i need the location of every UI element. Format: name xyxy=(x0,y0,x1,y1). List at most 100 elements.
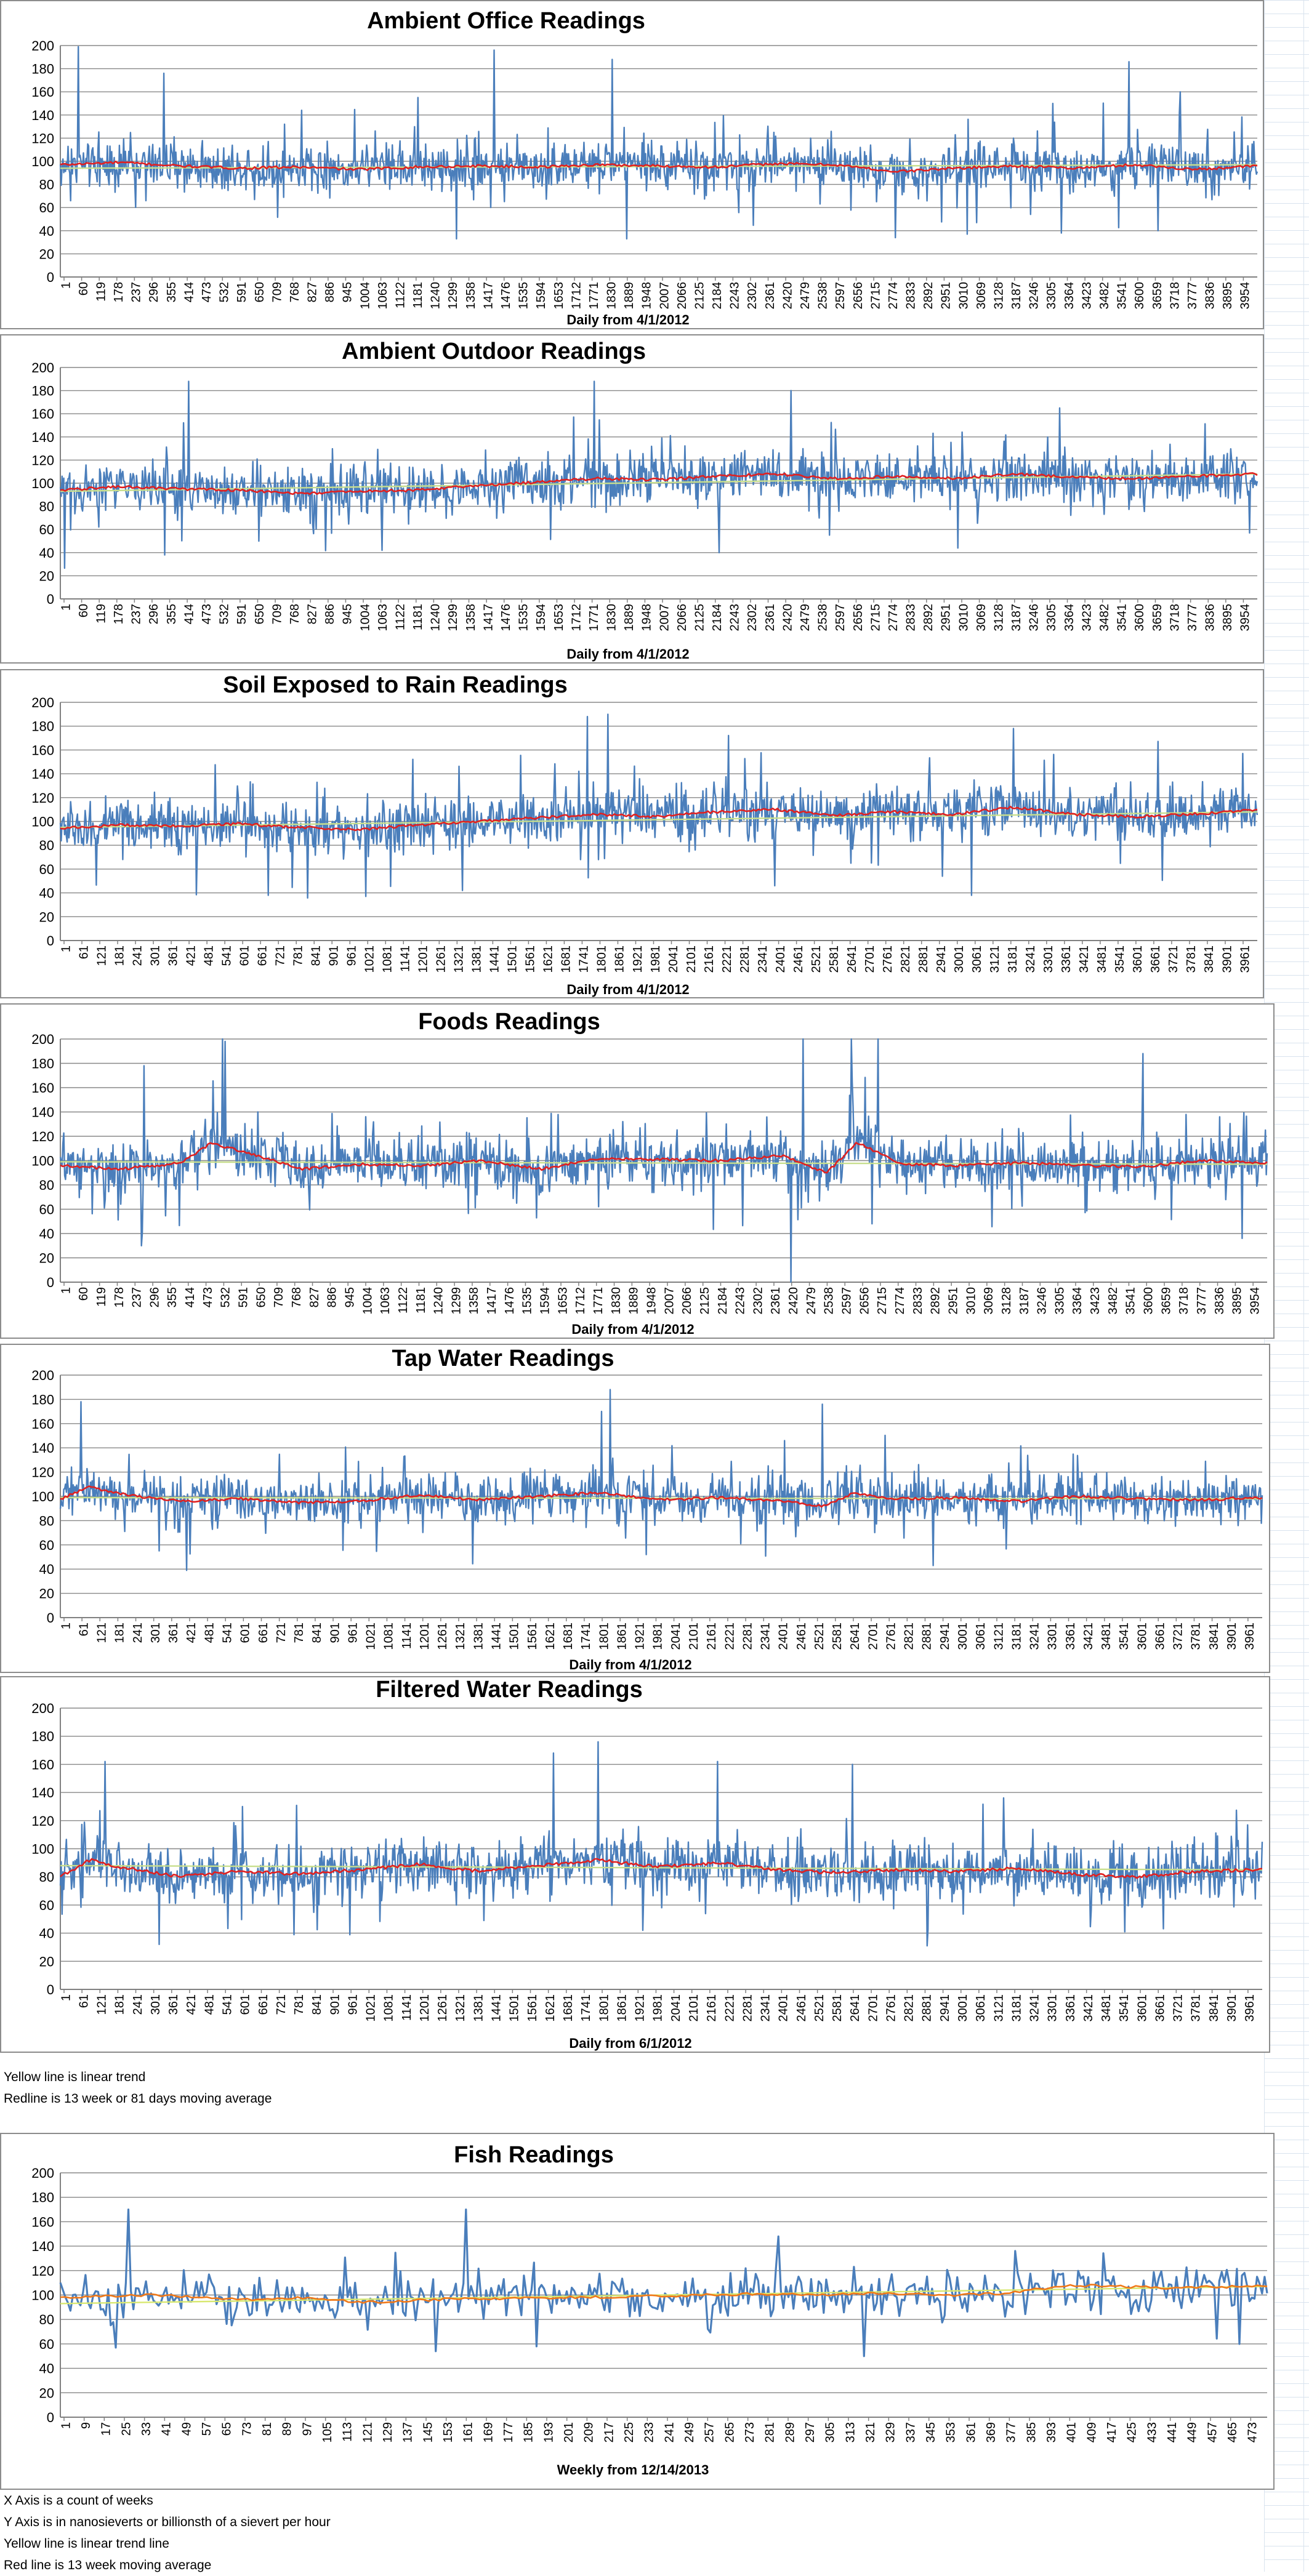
x-tick-label: 2774 xyxy=(887,282,900,310)
x-tick-label: 1861 xyxy=(615,1623,629,1650)
x-tick-label: 1261 xyxy=(436,1623,449,1650)
y-tick-label: 180 xyxy=(31,719,54,734)
y-tick-label: 40 xyxy=(39,545,54,561)
x-tick-label: 65 xyxy=(220,2422,234,2436)
x-tick-label: 1417 xyxy=(485,1287,499,1315)
y-tick-label: 160 xyxy=(31,84,54,100)
y-tick-label: 100 xyxy=(31,476,54,491)
x-tick-label: 2401 xyxy=(777,1994,791,2022)
y-tick-label: 0 xyxy=(47,270,54,285)
x-tick-label: 2101 xyxy=(687,1623,701,1650)
y-gridlines xyxy=(60,1374,1262,1618)
x-axis-title: Daily from 6/1/2012 xyxy=(569,2036,691,2051)
x-tick-label: 449 xyxy=(1186,2422,1199,2442)
y-tick-label: 40 xyxy=(39,223,54,239)
x-tick-label: 119 xyxy=(94,604,108,624)
x-tick-label: 709 xyxy=(272,1287,286,1307)
x-tick-label: 393 xyxy=(1045,2422,1058,2442)
x-tick-label: 185 xyxy=(522,2422,536,2442)
x-tick-label: 3010 xyxy=(957,604,970,632)
x-tick-label: 841 xyxy=(309,945,323,966)
y-tick-label: 180 xyxy=(31,1729,54,1744)
x-tick-label: 2161 xyxy=(703,945,716,973)
x-tick-label: 296 xyxy=(147,282,161,302)
moving-average-line xyxy=(60,160,1258,173)
x-tick-label: 313 xyxy=(844,2422,857,2442)
chart-title: Ambient Outdoor Readings xyxy=(342,339,646,364)
x-tick-label: 414 xyxy=(182,604,196,624)
x-tick-label: 1830 xyxy=(605,604,619,631)
x-tick-label: 1621 xyxy=(544,1623,557,1650)
x-tick-label: 1 xyxy=(59,945,73,952)
x-tick-label: 2066 xyxy=(680,1287,694,1315)
y-tick-label: 160 xyxy=(31,1080,54,1096)
x-tick-label: 3601 xyxy=(1135,1994,1149,2022)
soil-exposed-to-rain-chart: Soil Exposed to Rain Readings 0 20 40 60 80 10… xyxy=(0,669,1264,998)
chart-title: Tap Water Readings xyxy=(392,1346,614,1371)
y-axis: 0 20 40 60 80 100 120 140 160 180 200 xyxy=(31,360,61,607)
x-tick-label: 1122 xyxy=(393,282,407,308)
x-tick-label: 2951 xyxy=(940,282,953,310)
x-tick-label: 61 xyxy=(77,1623,91,1636)
x-tick-label: 3841 xyxy=(1202,945,1216,973)
x-tick-label: 1801 xyxy=(595,945,609,973)
x-tick-label: 1063 xyxy=(376,282,390,310)
x-tick-label: 3001 xyxy=(956,1623,970,1650)
x-tick-label: 3954 xyxy=(1239,282,1252,310)
x-tick-label: 473 xyxy=(200,604,214,624)
x-tick-label: 178 xyxy=(112,604,126,624)
x-tick-label: 1801 xyxy=(597,1623,611,1650)
x-tick-label: 2881 xyxy=(920,1994,934,2022)
y-axis: 0 20 40 60 80 100 120 140 160 180 200 xyxy=(31,1032,61,1290)
x-tick-label: 297 xyxy=(804,2422,817,2442)
x-tick-label: 1861 xyxy=(615,1994,629,2022)
x-tick-label: 41 xyxy=(160,2422,174,2436)
y-tick-label: 140 xyxy=(31,766,54,782)
x-tick-label: 2521 xyxy=(813,1623,826,1650)
x-tick-label: 2761 xyxy=(884,1623,898,1650)
x-tick-label: 3600 xyxy=(1133,282,1146,310)
x-tick-label: 886 xyxy=(326,1287,339,1307)
x-tick-label: 121 xyxy=(95,1994,109,2015)
y-axis: 0 20 40 60 80 100 120 140 160 180 200 xyxy=(31,38,61,285)
x-tick-label: 3954 xyxy=(1239,604,1252,632)
x-tick-label: 181 xyxy=(113,1623,127,1643)
y-tick-label: 200 xyxy=(31,1032,54,1047)
x-tick-label: 193 xyxy=(542,2422,555,2442)
x-tick-label: 2479 xyxy=(799,604,812,632)
y-tick-label: 140 xyxy=(31,1105,54,1120)
y-tick-label: 20 xyxy=(39,246,54,262)
y-tick-label: 160 xyxy=(31,742,54,758)
x-tick-label: 661 xyxy=(257,1994,270,2015)
x-tick-label: 2521 xyxy=(813,1994,826,2022)
x-tick-label: 2892 xyxy=(929,1287,943,1315)
x-tick-label: 2941 xyxy=(938,1623,952,1650)
x-tick-label: 541 xyxy=(220,945,233,966)
x-tick-label: 2892 xyxy=(922,282,935,310)
x-tick-label: 145 xyxy=(421,2422,435,2442)
y-tick-label: 180 xyxy=(31,62,54,77)
readings-line xyxy=(59,46,1259,240)
x-tick-label: 2302 xyxy=(751,1287,765,1315)
x-tick-label: 161 xyxy=(462,2422,475,2442)
x-tick-label: 601 xyxy=(239,1994,252,2015)
x-tick-label: 3541 xyxy=(1124,1287,1138,1315)
x-tick-label: 1201 xyxy=(417,945,430,973)
x-tick-label: 901 xyxy=(328,945,341,966)
y-gridlines xyxy=(60,45,1257,278)
x-tick-label: 2341 xyxy=(759,1994,773,2022)
x-tick-label: 1501 xyxy=(508,1994,522,2022)
x-tick-label: 121 xyxy=(361,2422,374,2442)
y-tick-label: 120 xyxy=(31,1465,54,1480)
x-tick-label: 2656 xyxy=(852,282,865,310)
y-tick-label: 100 xyxy=(31,2288,54,2303)
x-tick-label: 1889 xyxy=(627,1287,641,1315)
x-tick-label: 3246 xyxy=(1028,604,1041,632)
x-axis: 1 60 119 178 237 296 355 414 473 532 591 650 709 768 8… xyxy=(59,599,1252,632)
y-tick-label: 140 xyxy=(31,430,54,445)
x-tick-label: 2701 xyxy=(863,945,877,973)
x-tick-label: 237 xyxy=(131,1287,144,1307)
x-tick-label: 1081 xyxy=(382,1623,396,1650)
x-tick-label: 178 xyxy=(113,1287,126,1307)
x-tick-label: 2951 xyxy=(946,1287,960,1315)
